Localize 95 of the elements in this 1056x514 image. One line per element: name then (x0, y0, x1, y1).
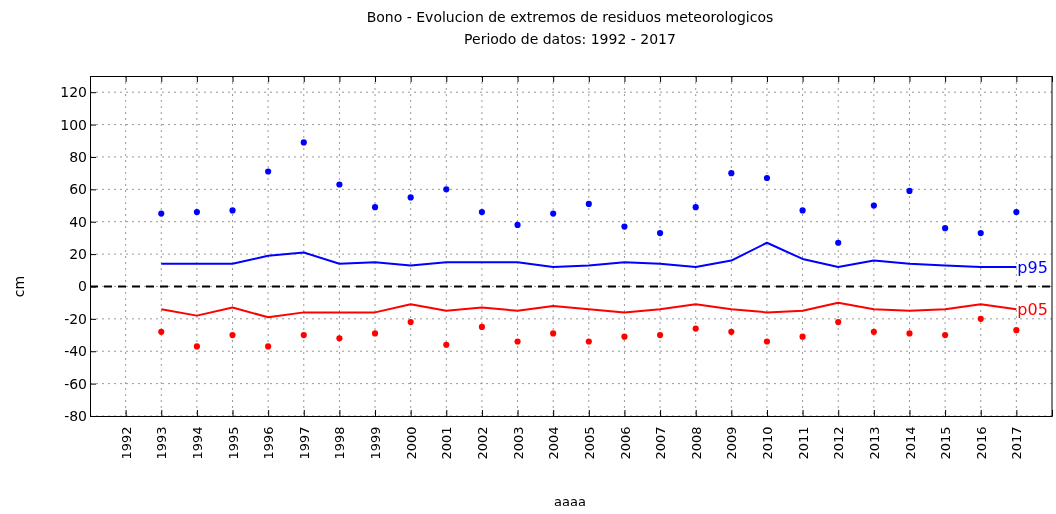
x-tick-label: 2001 (439, 426, 455, 460)
y-tick-label: 100 (60, 116, 87, 133)
x-tick-label: 2008 (688, 426, 704, 460)
x-axis-title: aaaa (554, 494, 586, 509)
point (621, 223, 628, 230)
point (550, 210, 557, 217)
point (478, 323, 486, 331)
point (585, 338, 592, 345)
point (799, 207, 806, 214)
point (1013, 327, 1020, 334)
point (906, 330, 913, 337)
point (229, 331, 236, 339)
x-tick-label: 2017 (1009, 426, 1025, 460)
point (371, 330, 379, 337)
point (550, 330, 557, 337)
x-tick-label: 1999 (368, 426, 384, 460)
point (229, 207, 236, 214)
point (300, 331, 307, 339)
point (158, 210, 165, 217)
point (870, 202, 877, 209)
x-tick-label: 2009 (724, 426, 740, 460)
y-tick-label: 60 (69, 181, 87, 198)
x-tick-label: 2000 (403, 426, 419, 460)
point (870, 328, 877, 335)
point (799, 333, 806, 340)
point (942, 331, 949, 339)
line-series (160, 301, 1018, 319)
point (835, 239, 842, 246)
point (728, 170, 735, 177)
point (443, 186, 450, 193)
point (300, 139, 307, 146)
point (977, 229, 984, 237)
point (621, 333, 628, 340)
x-tick-label: 2011 (795, 426, 811, 460)
point (656, 229, 664, 237)
y-tick-label: -20 (64, 310, 87, 327)
point (514, 338, 521, 345)
y-tick-label: -60 (64, 375, 87, 392)
point (656, 331, 664, 339)
x-tick-label: 2004 (546, 426, 562, 460)
x-tick-label: 2003 (510, 426, 526, 460)
point (585, 200, 592, 207)
point (692, 204, 699, 211)
series-label: p95 (1017, 258, 1048, 278)
point (371, 204, 379, 211)
x-tick-label: 2010 (760, 426, 776, 460)
point (265, 168, 272, 175)
x-tick-label: 1992 (118, 426, 134, 460)
point (158, 328, 165, 335)
x-tick-label: 1997 (296, 426, 312, 460)
x-tick-label: 2015 (938, 426, 954, 460)
y-tick-label: 80 (69, 148, 87, 165)
y-axis-title: cm (11, 275, 27, 298)
x-tick-label: 1993 (154, 426, 170, 460)
x-tick-label: 2014 (902, 426, 918, 460)
x-tick-label: 1998 (332, 426, 348, 460)
series-label: p05 (1017, 300, 1048, 320)
point (407, 194, 414, 201)
x-tick-label: 2016 (973, 426, 989, 460)
x-tick-label: 2002 (474, 426, 490, 460)
point (728, 328, 735, 335)
point (763, 338, 771, 345)
point (692, 325, 699, 332)
x-tick-label: 2007 (653, 426, 669, 460)
chart-title: Bono - Evolucion de extremos de residuos meteorologicos (366, 9, 774, 25)
point (407, 319, 414, 326)
point (835, 319, 842, 326)
point (265, 343, 272, 350)
point (763, 174, 771, 182)
y-tick-label: -80 (64, 407, 87, 424)
x-tick-label: 2006 (617, 426, 633, 460)
y-tick-label: 120 (60, 84, 87, 101)
y-tick-label: 40 (69, 213, 87, 230)
line-series (160, 241, 1018, 269)
point (336, 181, 343, 188)
x-tick-label: 1995 (225, 426, 241, 460)
x-tick-label: 2005 (581, 426, 597, 460)
point (906, 187, 913, 195)
point (193, 208, 200, 216)
x-tick-label: 2013 (866, 426, 882, 460)
y-tick-label: 20 (69, 246, 87, 263)
point (193, 343, 200, 350)
y-tick-label: 0 (78, 278, 87, 295)
point (942, 225, 949, 232)
y-tick-label: -40 (64, 343, 87, 360)
x-tick-label: 2012 (831, 426, 847, 460)
point (977, 315, 984, 322)
x-tick-label: 1996 (261, 426, 277, 460)
point (514, 221, 521, 229)
point (336, 335, 343, 342)
point (1013, 208, 1020, 216)
point (443, 341, 450, 348)
chart-subtitle: Periodo de datos: 1992 - 2017 (464, 31, 676, 47)
x-tick-label: 1994 (189, 426, 205, 460)
point (478, 208, 486, 216)
